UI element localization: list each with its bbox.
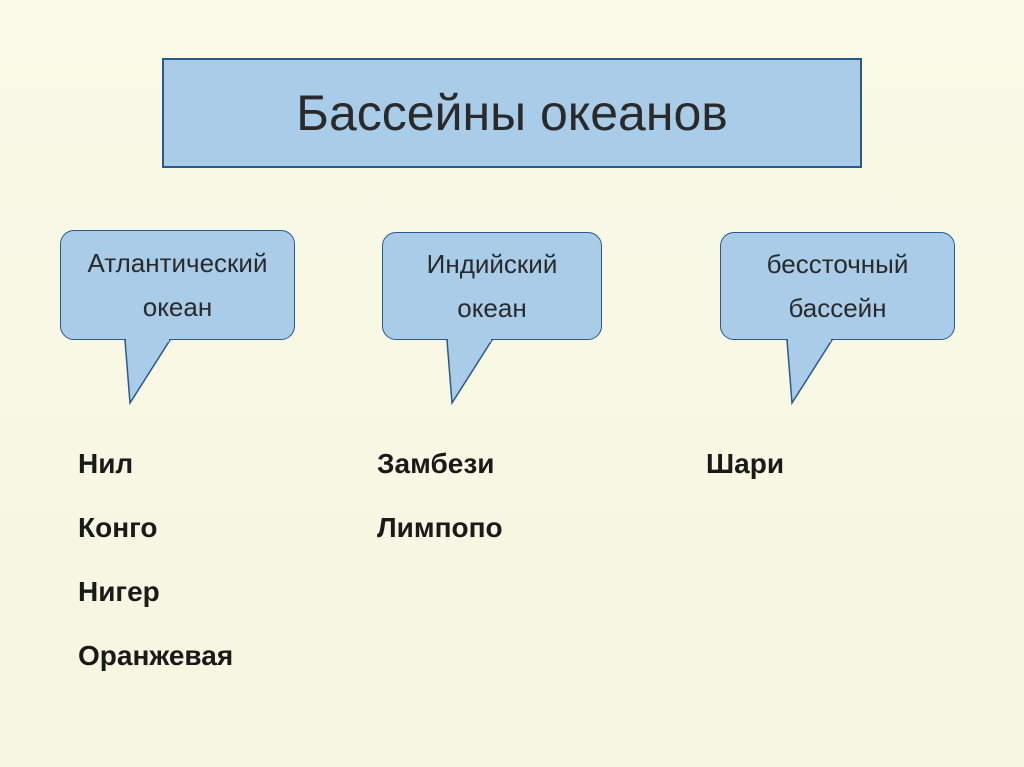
callout-indian-line1: Индийский xyxy=(427,242,558,286)
river-item: Шари xyxy=(706,448,784,480)
callout-indian-line2: океан xyxy=(457,286,526,330)
page-title: Бассейны океанов xyxy=(296,84,728,142)
callout-endorheic-line2: бассейн xyxy=(788,286,886,330)
river-item: Лимпопо xyxy=(377,512,503,544)
river-item: Конго xyxy=(78,512,233,544)
rivers-atlantic: Нил Конго Нигер Оранжевая xyxy=(78,448,233,672)
callout-atlantic: Атлантический океан xyxy=(60,230,295,340)
title-box: Бассейны океанов xyxy=(162,58,862,168)
river-item: Нигер xyxy=(78,576,233,608)
callout-indian: Индийский океан xyxy=(382,232,602,340)
river-item: Замбези xyxy=(377,448,503,480)
callout-atlantic-line2: океан xyxy=(143,285,212,329)
callout-endorheic-line1: бессточный xyxy=(767,242,909,286)
river-item: Нил xyxy=(78,448,233,480)
callout-atlantic-line1: Атлантический xyxy=(88,241,268,285)
callout-endorheic: бессточный бассейн xyxy=(720,232,955,340)
river-item: Оранжевая xyxy=(78,640,233,672)
rivers-endorheic: Шари xyxy=(706,448,784,480)
rivers-indian: Замбези Лимпопо xyxy=(377,448,503,544)
